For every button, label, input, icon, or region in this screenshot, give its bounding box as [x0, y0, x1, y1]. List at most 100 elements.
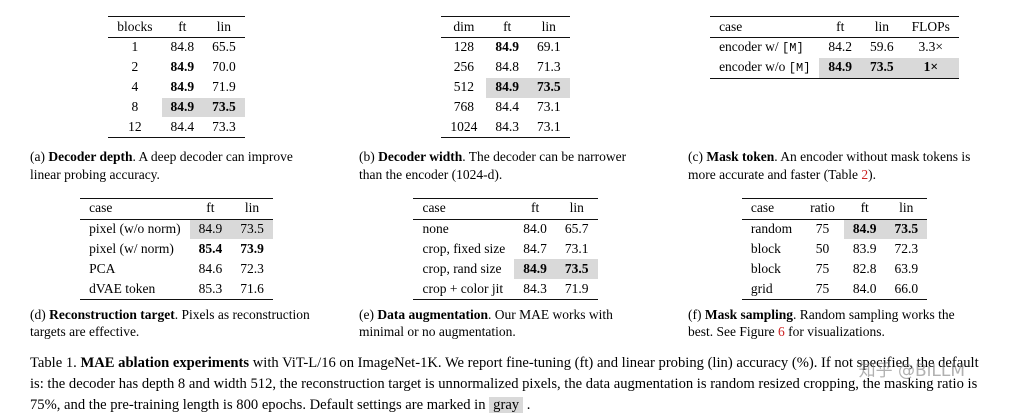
- table-cell: 71.9: [564, 280, 589, 296]
- table-row: pixel (w/ norm) 85.4 73.9: [80, 239, 273, 259]
- table-row: crop + color jit 84.3 71.9: [413, 279, 597, 299]
- text-segment: with ViT-L/16 on ImageNet-1K. We report …: [30, 355, 979, 413]
- column-header: case: [710, 16, 820, 38]
- table-cell: 256: [453, 59, 474, 75]
- table-cell: block: [750, 260, 781, 276]
- text-segment: for visualizations.: [784, 324, 885, 340]
- text-segment: gray: [489, 396, 524, 413]
- table-cell: 84.9: [170, 79, 195, 95]
- table-cell: 84.9: [486, 77, 528, 98]
- table-row: none 84.0 65.7: [413, 219, 597, 239]
- table-cell: 84.0: [523, 221, 547, 236]
- text-segment: Mask sampling: [704, 306, 794, 322]
- subtable-c: case ft lin FLOPs encoder w/ [M] 84.2 59.6 3.3×…: [688, 16, 981, 184]
- mask-token-table: case ft lin FLOPs encoder w/ [M] 84.2 59.6 3.3×…: [688, 16, 981, 142]
- text-segment: . The decoder can be narrower than the e…: [359, 149, 627, 182]
- header-row: dim ft lin: [441, 16, 570, 38]
- text-segment: Decoder depth: [48, 149, 133, 164]
- column-header: ft: [514, 198, 556, 220]
- table-cell: 8: [131, 99, 139, 114]
- table-cell: 66.0: [894, 280, 919, 296]
- column-header: case: [413, 198, 515, 220]
- column-header: lin: [528, 16, 570, 38]
- subtable-b: dim ft lin 128 84.9 69.1 256 84.8 71.3 512 84.9 73.…: [359, 16, 652, 184]
- subtable-e: case ft lin none 84.0 65.7 crop, fixed size 84.…: [359, 197, 652, 342]
- table-row: 2 84.9 70.0: [108, 58, 245, 78]
- table-cell: 84.3: [495, 118, 519, 134]
- table-cell: 73.1: [564, 240, 589, 256]
- column-header: lin: [203, 16, 245, 38]
- table-row: 768 84.4 73.1: [441, 98, 569, 118]
- ablation-table-f: case ratio ft lin random 75 84.9 73.5 block 50 83.…: [741, 197, 928, 300]
- table-cell: encoder w/o [M]: [710, 58, 819, 79]
- table-row: grid 75 84.0 66.0: [742, 279, 927, 299]
- subtable-a: blocks ft lin 1 84.8 65.5 2 84.9 70.0 4 84.9 71.9 8 8…: [30, 16, 323, 184]
- subtables-grid: blocks ft lin 1 84.8 65.5 2 84.9 70.0 4 84.9 71.9 8 8…: [30, 16, 981, 341]
- table-cell: 84.7: [523, 240, 547, 256]
- table-cell: 73.3: [212, 118, 236, 134]
- table-cell: block: [750, 240, 781, 256]
- text-segment: (b): [359, 149, 379, 164]
- text-segment: [M]: [788, 61, 811, 76]
- table-cell: 65.7: [564, 221, 589, 236]
- table-row: 8 84.9 73.5: [108, 97, 245, 118]
- table-row: 12 84.4 73.3: [108, 117, 245, 137]
- text-segment: Decoder width: [378, 149, 463, 164]
- table-cell: 84.4: [495, 99, 519, 114]
- header-row: case ratio ft lin: [741, 198, 928, 220]
- table-row: dVAE token 85.3 71.6: [80, 279, 273, 299]
- table-cell: 73.1: [537, 99, 561, 114]
- table-cell: 73.1: [537, 118, 561, 134]
- subtable-d: case ft lin pixel (w/o norm) 84.9 73.5 pixel (…: [30, 197, 323, 342]
- table-cell: 3.3×: [918, 39, 944, 55]
- table-cell: 71.3: [537, 59, 561, 75]
- subtable-e-caption: (e) Data augmentation. Our MAE works wit…: [359, 306, 652, 342]
- table-cell: 83.9: [852, 240, 877, 256]
- table-cell: 75: [815, 221, 830, 236]
- table-cell: 85.4: [198, 240, 223, 256]
- decoder-width-table: dim ft lin 128 84.9 69.1 256 84.8 71.3 512 84.9 73.…: [359, 16, 652, 142]
- column-header: case: [80, 198, 190, 220]
- table-cell: grid: [750, 280, 773, 296]
- table-cell: 84.9: [189, 219, 232, 240]
- text-segment: encoder w/: [719, 39, 783, 55]
- text-segment: . Our MAE works with minimal or no augme…: [359, 306, 613, 340]
- table-cell: none: [422, 221, 449, 236]
- table-cell: 73.5: [861, 57, 903, 79]
- table-cell: encoder w/ [M]: [710, 37, 819, 58]
- ablation-table-a: blocks ft lin 1 84.8 65.5 2 84.9 70.0 4 84.9 71.9 8 8…: [108, 16, 245, 139]
- table-cell: 84.9: [843, 219, 886, 240]
- ref-link[interactable]: 2: [861, 166, 869, 182]
- table-row: 256 84.8 71.3: [441, 58, 569, 78]
- text-segment: (c): [688, 149, 707, 164]
- table-cell: 2: [131, 59, 139, 75]
- mask-sampling-table: case ratio ft lin random 75 84.9 73.5 block 50 83.…: [688, 197, 981, 300]
- column-header: blocks: [108, 16, 162, 38]
- subtable-d-caption: (d) Reconstruction target. Pixels as rec…: [30, 306, 323, 342]
- table-cell: 72.3: [894, 240, 919, 256]
- table-cell: 73.5: [885, 219, 928, 240]
- table-cell: 84.9: [161, 97, 204, 118]
- table-cell: crop + color jit: [422, 280, 504, 296]
- table-cell: 84.9: [514, 259, 556, 280]
- ref-link[interactable]: 6: [778, 324, 785, 340]
- ablation-table-b: dim ft lin 128 84.9 69.1 256 84.8 71.3 512 84.9 73.…: [441, 16, 570, 139]
- table-cell: 84.0: [852, 280, 877, 296]
- table-cell: 63.9: [894, 260, 919, 276]
- table-row: crop, rand size 84.9 73.5: [413, 259, 598, 280]
- table-cell: 59.6: [870, 39, 894, 55]
- text-segment: MAE ablation experiments: [80, 355, 250, 372]
- table-cell: 71.6: [240, 280, 264, 296]
- table-cell: 73.5: [231, 219, 273, 240]
- header-row: case ft lin FLOPs: [710, 16, 959, 38]
- table-row: random 75 84.9 73.5: [742, 219, 928, 240]
- text-segment: . Pixels as reconstruction targets are e…: [30, 306, 310, 340]
- table-cell: 12: [128, 118, 142, 134]
- text-segment: (e): [359, 306, 378, 322]
- text-segment: encoder w/o: [719, 59, 789, 75]
- table-cell: pixel (w/ norm): [89, 240, 174, 256]
- table-cell: 85.3: [198, 280, 223, 296]
- table-cell: 1024: [450, 118, 478, 134]
- table-cell: 84.3: [523, 280, 547, 296]
